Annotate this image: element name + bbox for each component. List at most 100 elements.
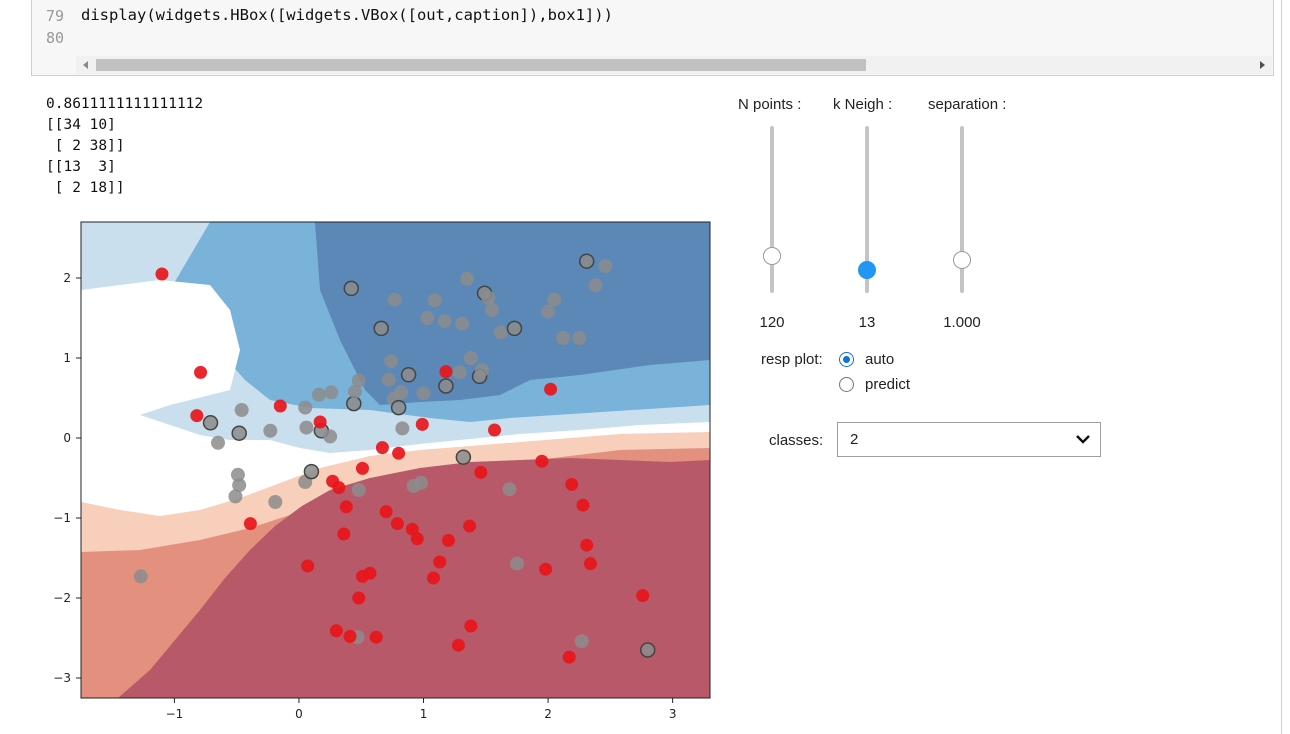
- gray-point: [343, 280, 360, 297]
- red-point: [535, 454, 549, 468]
- y-tick-label: −3: [53, 671, 71, 685]
- gray-point: [351, 373, 366, 388]
- horizontal-scrollbar[interactable]: [76, 56, 1272, 74]
- scrollbar-thumb[interactable]: [96, 59, 866, 71]
- red-point: [390, 517, 404, 531]
- gray-point: [427, 293, 442, 308]
- red-point: [583, 557, 597, 571]
- y-tick-label: −1: [53, 511, 71, 525]
- x-tick-label: 0: [295, 707, 303, 721]
- red-point: [451, 638, 465, 652]
- gray-point: [387, 292, 402, 307]
- gray-point: [598, 259, 613, 273]
- red-point: [375, 441, 389, 455]
- gray-point: [416, 386, 431, 401]
- chevron-down-icon[interactable]: [1076, 433, 1090, 445]
- gray-point: [303, 463, 320, 480]
- gray-point: [578, 253, 595, 269]
- region-red-dark: [118, 458, 710, 698]
- red-point: [363, 566, 377, 580]
- radio-auto[interactable]: [839, 352, 854, 367]
- red-point: [415, 417, 429, 431]
- slider-label: k Neigh :: [833, 96, 893, 113]
- gray-point: [475, 363, 490, 377]
- y-tick-label: −2: [53, 591, 71, 605]
- gray-point: [324, 385, 339, 400]
- gray-point: [232, 478, 247, 493]
- code-line[interactable]: display(widgets.HBox([widgets.VBox([out,…: [81, 6, 613, 24]
- red-point: [337, 527, 351, 541]
- radio-auto-label[interactable]: auto: [865, 351, 895, 368]
- gray-point: [263, 423, 278, 438]
- classes-dropdown[interactable]: 2: [837, 422, 1101, 457]
- slider-track[interactable]: [960, 126, 964, 293]
- slider-handle[interactable]: [763, 247, 781, 266]
- gray-point: [572, 331, 587, 345]
- resp-plot-label: resp plot:: [761, 351, 823, 368]
- gray-point: [298, 400, 313, 415]
- red-point: [580, 538, 594, 552]
- gray-point: [228, 489, 243, 504]
- gray-point: [502, 482, 517, 497]
- red-point: [343, 629, 357, 643]
- line-number: 79: [46, 7, 65, 25]
- slider-handle[interactable]: [858, 260, 876, 279]
- gray-point: [414, 475, 429, 490]
- gray-point: [455, 316, 470, 331]
- slider-track[interactable]: [770, 126, 774, 293]
- red-point: [392, 446, 406, 460]
- red-point: [539, 562, 553, 576]
- slider-track[interactable]: [865, 126, 869, 293]
- gray-point: [556, 331, 571, 345]
- scroll-left-icon[interactable]: [83, 61, 88, 69]
- gray-point: [373, 320, 389, 337]
- gray-point: [381, 372, 396, 387]
- slider-handle[interactable]: [953, 250, 971, 269]
- axes-frame: [80, 221, 711, 699]
- gray-point: [311, 387, 326, 402]
- slider-label: separation :: [928, 96, 1007, 113]
- gray-point: [230, 467, 245, 482]
- red-point: [562, 650, 576, 664]
- gray-point: [268, 495, 283, 509]
- y-tick-label: 2: [63, 271, 71, 285]
- output-text: 0.8611111111111112 [[34 10] [ 2 38]] [[1…: [46, 96, 204, 196]
- gray-point: [452, 365, 467, 380]
- red-point: [190, 409, 204, 423]
- decision-boundary-plot: −1 0 1 2 3 −3 −2 −1 0 1 2: [53, 221, 711, 721]
- red-point: [339, 500, 353, 514]
- gray-point: [323, 429, 338, 444]
- x-tick-label: 3: [669, 707, 677, 721]
- radio-predict[interactable]: [839, 377, 854, 392]
- gray-point: [481, 291, 496, 305]
- gray-point: [400, 367, 417, 383]
- red-point: [329, 624, 343, 638]
- red-point: [576, 498, 590, 512]
- red-point: [433, 555, 447, 569]
- gray-point: [455, 449, 472, 465]
- gray-point: [299, 420, 314, 435]
- red-point: [405, 522, 419, 536]
- gray-point: [588, 278, 603, 293]
- red-point: [426, 571, 440, 585]
- slider-label: N points :: [738, 96, 802, 113]
- gray-point: [541, 304, 556, 319]
- gray-point: [639, 642, 656, 658]
- classes-selected-value: 2: [850, 431, 859, 448]
- red-point: [369, 630, 383, 644]
- gray-point: [463, 351, 478, 365]
- red-point: [544, 382, 558, 396]
- code-cell[interactable]: 79 display(widgets.HBox([widgets.VBox([o…: [31, 0, 1274, 76]
- x-tick-label: 1: [420, 707, 428, 721]
- y-tick-label: 0: [63, 431, 71, 445]
- x-tick-label: 2: [544, 707, 552, 721]
- scroll-right-icon[interactable]: [1260, 61, 1265, 69]
- red-point: [379, 505, 393, 519]
- gray-point: [346, 395, 362, 412]
- red-point: [352, 591, 366, 605]
- gray-point: [574, 634, 589, 649]
- gray-class-points: [133, 253, 656, 658]
- radio-predict-label[interactable]: predict: [865, 376, 911, 393]
- notebook-border: [1281, 0, 1282, 734]
- x-tick-label: −1: [166, 707, 184, 721]
